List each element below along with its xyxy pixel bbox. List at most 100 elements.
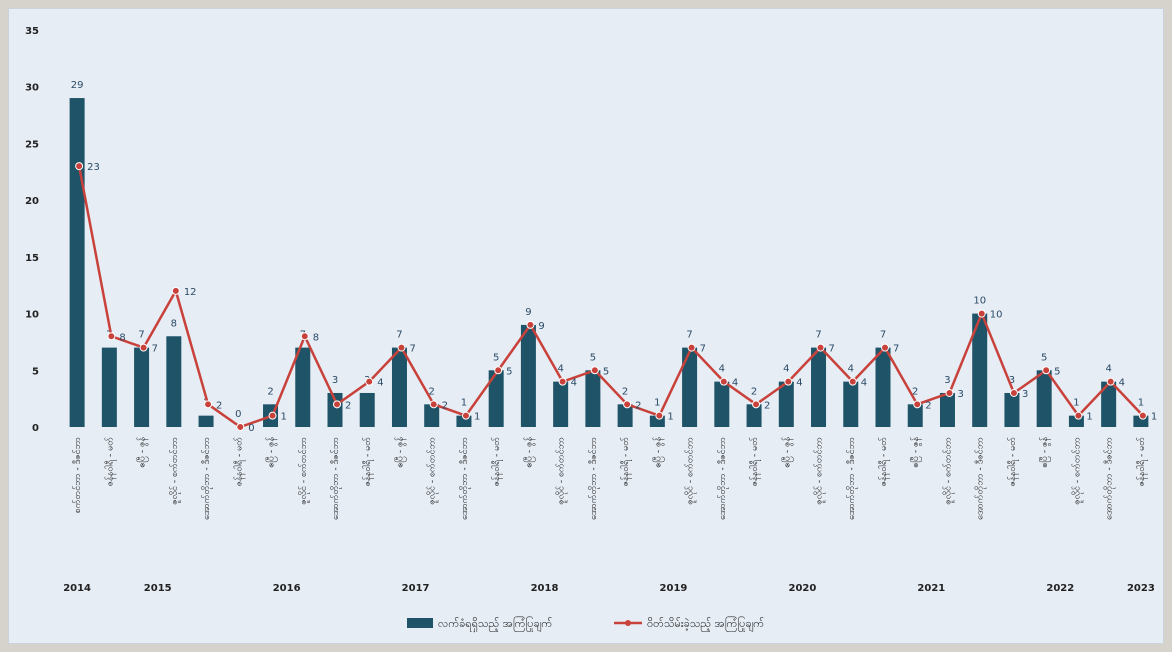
line-series — [75, 162, 1147, 431]
x-year-label: 2021 — [917, 583, 945, 594]
line-point — [784, 377, 793, 386]
x-category-label: ဧပြီ - ဇွန် — [1039, 436, 1051, 467]
bar — [617, 404, 633, 427]
bar — [359, 392, 375, 427]
line-data-label: 8 — [119, 332, 125, 343]
x-axis-years: 2014 2015 2016 2017 2018 2019 2020 2021 2022 2023 — [63, 583, 1155, 594]
bar-data-label: 2 — [429, 386, 435, 397]
legend-line-marker — [625, 620, 631, 626]
line-point — [1009, 388, 1018, 397]
line-data-label: 2 — [764, 400, 770, 411]
bar — [69, 98, 85, 428]
bar-data-label: 2 — [622, 386, 628, 397]
line-point — [848, 377, 857, 386]
bar-data-label: 1 — [1138, 398, 1144, 409]
x-year-label: 2015 — [144, 583, 172, 594]
x-category-label: ဇူလိုင် - စက်တင်ဘာ — [814, 437, 826, 505]
bar — [101, 347, 117, 427]
line-data-label: 3 — [957, 389, 963, 400]
x-category-label: အောက်တိုဘာ - ဒီဇင်ဘာ — [588, 437, 600, 520]
line-point — [333, 400, 341, 409]
bar-data-label: 7 — [686, 330, 692, 341]
line-point — [687, 343, 696, 352]
bar — [907, 404, 923, 427]
bar — [456, 415, 472, 427]
x-year-label: 2019 — [660, 583, 688, 594]
line-point — [913, 400, 922, 409]
bar-data-label: 4 — [557, 364, 563, 375]
bar-data-label: 10 — [973, 296, 986, 307]
bar — [746, 404, 762, 427]
bar — [843, 381, 859, 427]
line-point — [107, 332, 116, 341]
x-category-label: အောက်တိုဘာ - ဒီဇင်ဘာ — [1104, 437, 1116, 520]
bar-data-label: 3 — [1009, 375, 1015, 386]
line-data-label: 4 — [861, 378, 867, 389]
line-data-label: 7 — [152, 344, 158, 355]
line-data-label: 4 — [1119, 378, 1125, 389]
line-data-label: 7 — [409, 344, 415, 355]
x-category-label: စက်တင်ဘာ - ဒီဇင်ဘာ — [72, 437, 83, 513]
line-data-label: 2 — [442, 400, 448, 411]
line-data-label: 4 — [571, 378, 577, 389]
x-category-label: ဇန်နဝါရီ - မတ် — [233, 437, 245, 487]
x-category-label: ဇန်နဝါရီ - မတ် — [878, 437, 890, 487]
y-tick-label: 35 — [25, 26, 39, 37]
line-point — [1138, 411, 1147, 420]
bar — [166, 336, 182, 427]
bar-data-label: 5 — [493, 352, 499, 363]
x-category-label: ဇန်နဝါရီ - မတ် — [491, 437, 503, 487]
bar — [553, 381, 569, 427]
line-data-label: 7 — [829, 344, 835, 355]
line-point — [171, 286, 180, 295]
bar-data-label: 1 — [1073, 398, 1079, 409]
bar — [1133, 415, 1149, 427]
x-category-label: ဇူလိုင် - စက်တင်ဘာ — [556, 437, 568, 505]
line-data-label: 4 — [796, 378, 802, 389]
line-data-label: 12 — [184, 287, 197, 298]
bar-data-label: 7 — [138, 330, 144, 341]
line-point — [139, 343, 148, 352]
line-point — [526, 320, 535, 329]
bar-data-label: 5 — [1041, 352, 1047, 363]
bar-data-label: 2 — [912, 386, 918, 397]
line-data-label: 1 — [281, 412, 287, 423]
x-category-label: ဧပြီ - ဇွန် — [523, 436, 535, 467]
line-data-label: 5 — [603, 366, 609, 377]
y-tick-label: 10 — [25, 310, 39, 321]
line-point — [752, 400, 761, 409]
line-point — [204, 400, 213, 409]
x-category-label: ဇူလိုင် - စက်တင်ဘာ — [1071, 437, 1083, 505]
bar-data-labels: 297781027337215945217424747231035141 — [71, 80, 1144, 420]
bar — [714, 381, 730, 427]
x-year-label: 2022 — [1046, 583, 1074, 594]
bar-data-label: 1 — [461, 398, 467, 409]
x-category-label: ဇူလိုင် - စက်တင်ဘာ — [169, 437, 181, 505]
y-tick-label: 0 — [32, 423, 39, 434]
line-point — [461, 411, 470, 420]
x-category-label: ဧပြီ - ဇွန် — [910, 436, 922, 467]
bar — [1101, 381, 1117, 427]
y-tick-label: 5 — [32, 366, 39, 377]
x-category-label: ဇန်နဝါရီ - မတ် — [1007, 437, 1019, 487]
bar-data-label: 2 — [751, 386, 757, 397]
line-data-label: 1 — [474, 412, 480, 423]
x-category-label: ဇန်နဝါရီ - မတ် — [104, 437, 116, 487]
x-category-label: အောက်တိုဘာ - ဒီဇင်ဘာ — [459, 437, 471, 520]
line-data-label: 1 — [667, 412, 673, 423]
line-data-label: 3 — [1022, 389, 1028, 400]
bar-data-label: 3 — [944, 375, 950, 386]
x-axis-categories: စက်တင်ဘာ - ဒီဇင်ဘာ ဇန်နဝါရီ - မတ် ဧပြီ - ဇ… — [72, 436, 1148, 520]
bar — [939, 392, 955, 427]
bar — [875, 347, 891, 427]
x-year-label: 2020 — [788, 583, 816, 594]
bar — [585, 370, 601, 427]
x-category-label: ဧပြီ - ဇွန် — [266, 436, 278, 467]
y-axis: 0 5 10 15 20 25 30 35 — [25, 26, 39, 434]
line-point — [300, 332, 309, 341]
bar-data-label: 4 — [783, 364, 789, 375]
bar-data-label: 7 — [815, 330, 821, 341]
line-point — [881, 343, 889, 352]
legend-line-label: ဝိတ်သိမ်းခဲ့သည့် အကြံပြုချက် — [647, 616, 764, 632]
line-point — [397, 343, 406, 352]
